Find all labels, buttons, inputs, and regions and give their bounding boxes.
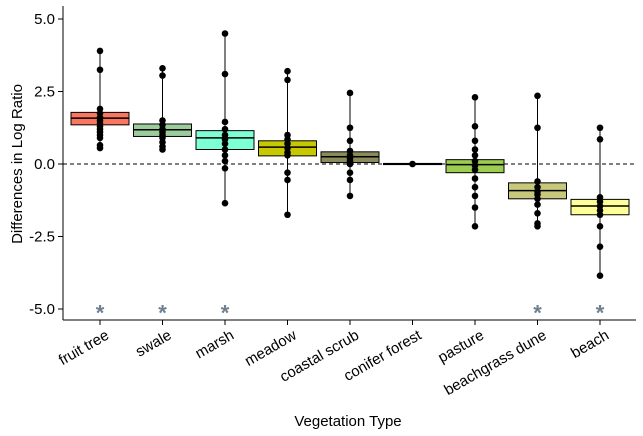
data-point xyxy=(221,140,229,147)
significance-star: * xyxy=(596,301,605,326)
significance-star: * xyxy=(158,301,167,326)
box-group xyxy=(258,67,317,219)
data-point xyxy=(534,92,541,100)
data-point xyxy=(596,124,604,132)
data-point xyxy=(596,136,604,143)
data-point xyxy=(471,146,479,153)
data-point xyxy=(221,125,229,133)
data-point xyxy=(221,152,229,159)
y-axis-title: Differences in Log Ratio xyxy=(9,84,26,244)
data-point xyxy=(221,30,229,37)
data-point xyxy=(534,201,541,208)
data-point xyxy=(96,134,104,142)
box-group xyxy=(383,160,442,168)
x-tick-label: swale xyxy=(133,327,175,361)
y-tick-label: -2.5 xyxy=(29,229,55,246)
data-point xyxy=(346,124,354,132)
data-point xyxy=(409,160,416,168)
y-tick-label: 2.5 xyxy=(34,84,55,101)
box-group xyxy=(320,89,380,200)
x-tick-label: beachgrass dune xyxy=(441,327,549,399)
data-point xyxy=(159,146,166,153)
box-group: * xyxy=(133,65,192,326)
data-point xyxy=(284,67,291,75)
data-point xyxy=(284,176,291,184)
data-point xyxy=(596,211,604,219)
y-axis: 5.0 2.5 0.0 -2.5 -5.0 xyxy=(29,6,64,320)
significance-star: * xyxy=(533,301,542,326)
data-point xyxy=(96,47,104,55)
significance-star: * xyxy=(221,301,230,326)
x-tick-label: fruit tree xyxy=(56,327,112,369)
significance-star: * xyxy=(96,301,105,326)
data-point xyxy=(284,169,291,176)
data-point xyxy=(284,211,291,219)
data-point xyxy=(159,65,166,72)
data-point xyxy=(534,210,541,217)
data-point xyxy=(96,66,104,74)
plot-area: * * * * * xyxy=(63,30,636,326)
data-point xyxy=(96,144,104,152)
data-point xyxy=(346,89,354,97)
box-group: * xyxy=(70,47,130,326)
x-tick-label: pasture xyxy=(435,327,487,367)
data-point xyxy=(596,272,604,279)
data-point xyxy=(346,137,354,145)
data-point xyxy=(346,169,354,176)
data-point xyxy=(596,243,604,250)
data-point xyxy=(534,195,541,203)
data-point xyxy=(471,175,479,182)
data-point xyxy=(471,94,479,101)
data-point xyxy=(534,178,541,185)
data-point xyxy=(471,152,479,159)
data-point xyxy=(346,160,354,168)
data-point xyxy=(159,72,166,79)
x-tick-label: beach xyxy=(568,327,612,362)
data-point xyxy=(471,192,479,200)
box-group xyxy=(445,94,505,230)
data-point xyxy=(534,223,541,230)
y-tick-label: 0.0 xyxy=(34,156,55,173)
box-group: * xyxy=(508,92,567,326)
data-point xyxy=(221,157,229,165)
data-point xyxy=(471,223,479,230)
data-point xyxy=(471,204,479,211)
box-group: * xyxy=(195,30,255,326)
data-point xyxy=(284,76,291,84)
data-point xyxy=(284,152,291,159)
data-point xyxy=(221,70,229,78)
data-point xyxy=(596,223,604,230)
box-group: * xyxy=(570,124,630,326)
y-tick-label: 5.0 xyxy=(34,11,55,28)
data-point xyxy=(534,124,541,132)
data-point xyxy=(471,137,479,145)
data-point xyxy=(346,176,354,184)
data-point xyxy=(221,146,229,153)
data-point xyxy=(471,183,479,191)
data-point xyxy=(471,166,479,174)
x-axis-title: Vegetation Type xyxy=(294,413,401,430)
y-tick-label: -5.0 xyxy=(29,301,55,318)
data-point xyxy=(221,165,229,172)
data-point xyxy=(346,192,354,200)
data-point xyxy=(221,118,229,126)
x-tick-label: marsh xyxy=(192,327,237,363)
data-point xyxy=(471,123,479,130)
data-point xyxy=(221,199,229,207)
